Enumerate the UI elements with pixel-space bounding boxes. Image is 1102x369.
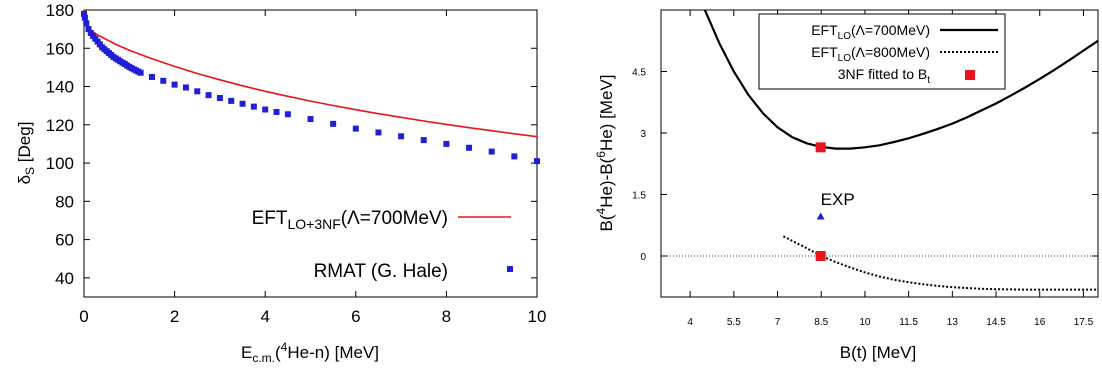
right-x-tick-label: 10	[859, 317, 871, 328]
left-legend-label-eft: EFTLO+3NF(Λ=700MeV)	[252, 208, 448, 232]
right-y-tick-label: 1.5	[632, 191, 646, 202]
left-plot-frame	[83, 9, 538, 298]
left-data-point	[330, 120, 337, 127]
left-y-tick-label: 40	[55, 269, 74, 288]
right-chart: 4 5.5 7 8.5 10 11.5 13 14.5 16 17.5 0 1.5 3 4.5 EXP B…	[594, 9, 1099, 362]
left-data-point	[398, 133, 405, 140]
left-data-point	[137, 69, 144, 76]
left-data-point	[194, 88, 201, 95]
left-x-tick-label: 4	[260, 307, 269, 326]
right-3nf-square	[815, 142, 826, 153]
left-data-point	[228, 97, 235, 104]
right-x-tick-label: 4	[687, 317, 693, 328]
left-data-point	[205, 92, 212, 99]
right-legend-square-sample	[965, 70, 975, 80]
right-y-tick-label: 4.5	[632, 68, 646, 79]
left-y-tick-label: 120	[46, 116, 74, 135]
left-y-tick-label: 140	[46, 78, 74, 97]
right-y-tick-label: 3	[640, 129, 646, 140]
left-chart: 0 2 4 6 8 10 40 60 80 100 120 140 160 180 Ec.m.(4He-n…	[15, 1, 546, 365]
right-3nf-square	[815, 251, 826, 261]
left-y-tick-label: 180	[46, 1, 74, 20]
left-x-tick-label: 10	[528, 307, 547, 326]
left-series-points	[81, 10, 540, 165]
left-legend: EFTLO+3NF(Λ=700MeV) RMAT (G. Hale)	[252, 208, 513, 282]
right-x-tick-label: 8.5	[814, 317, 828, 328]
left-data-point	[262, 106, 269, 113]
left-x-tick-label: 6	[351, 307, 360, 326]
left-data-point	[85, 26, 92, 33]
right-legend-label-3nf: 3NF fitted to Bt	[838, 66, 930, 86]
left-y-axis-label: δS [Deg]	[15, 122, 37, 185]
left-data-point	[443, 140, 450, 147]
right-plot-frame	[660, 9, 1099, 298]
right-y-axis-label: B(4He)-B(6He) [MeV]	[594, 75, 616, 232]
left-data-point	[250, 103, 257, 110]
right-3nf-points	[815, 142, 826, 261]
left-series-line	[83, 9, 538, 138]
right-exp-triangle-marker	[816, 212, 825, 220]
right-x-tick-label: 11.5	[899, 317, 918, 328]
left-data-point	[420, 137, 427, 144]
left-data-point	[239, 100, 246, 107]
left-x-axis-label: Ec.m.(4He-n) [MeV]	[241, 340, 379, 365]
right-x-tick-label: 7	[775, 317, 781, 328]
right-legend-label-800: EFTLO(Λ=800MeV)	[811, 44, 930, 64]
left-data-point	[182, 84, 189, 91]
left-data-point	[284, 111, 291, 118]
left-data-point	[307, 116, 314, 123]
right-x-tick-label: 16	[1034, 317, 1046, 328]
right-x-tick-label: 5.5	[727, 317, 741, 328]
left-y-tick-label: 100	[46, 154, 74, 173]
left-data-point	[488, 148, 495, 155]
left-y-tick-label: 60	[55, 231, 74, 250]
left-data-point	[81, 10, 87, 17]
left-data-point	[466, 144, 473, 151]
right-series-700-line	[703, 10, 1098, 150]
left-data-point	[352, 125, 359, 132]
left-axis-ticks: 0 2 4 6 8 10 40 60 80 100 120 140 160 180	[46, 1, 547, 326]
right-x-tick-label: 17.5	[1074, 317, 1094, 328]
left-y-tick-label: 160	[46, 39, 74, 58]
left-data-point	[375, 129, 382, 136]
right-legend-label-700: EFTLO(Λ=700MeV)	[811, 22, 930, 42]
left-data-point	[81, 14, 88, 21]
right-x-axis-label: B(t) [MeV]	[840, 343, 917, 362]
left-data-point	[534, 158, 540, 165]
left-data-point	[160, 77, 167, 84]
left-legend-point-sample	[507, 266, 513, 272]
left-data-point	[216, 95, 223, 102]
left-data-point	[273, 108, 280, 115]
right-x-tick-label: 13	[947, 317, 959, 328]
left-data-point	[83, 20, 90, 27]
left-x-tick-label: 0	[79, 307, 88, 326]
right-axis-ticks: 4 5.5 7 8.5 10 11.5 13 14.5 16 17.5 0 1.5 3 4.5	[632, 10, 1098, 328]
right-y-tick-label: 0	[640, 252, 646, 263]
left-y-tick-label: 80	[55, 192, 74, 211]
left-data-point	[148, 73, 155, 80]
left-legend-label-rmat: RMAT (G. Hale)	[314, 261, 448, 282]
left-x-tick-label: 8	[442, 307, 451, 326]
left-x-tick-label: 2	[170, 307, 179, 326]
right-exp-label: EXP	[821, 190, 855, 209]
right-x-tick-label: 14.5	[986, 317, 1006, 328]
right-legend: EFTLO(Λ=700MeV) EFTLO(Λ=800MeV) 3NF fitt…	[758, 13, 1006, 90]
left-data-point	[171, 81, 178, 88]
right-series-800-line	[782, 235, 1098, 291]
left-data-point	[511, 153, 518, 160]
